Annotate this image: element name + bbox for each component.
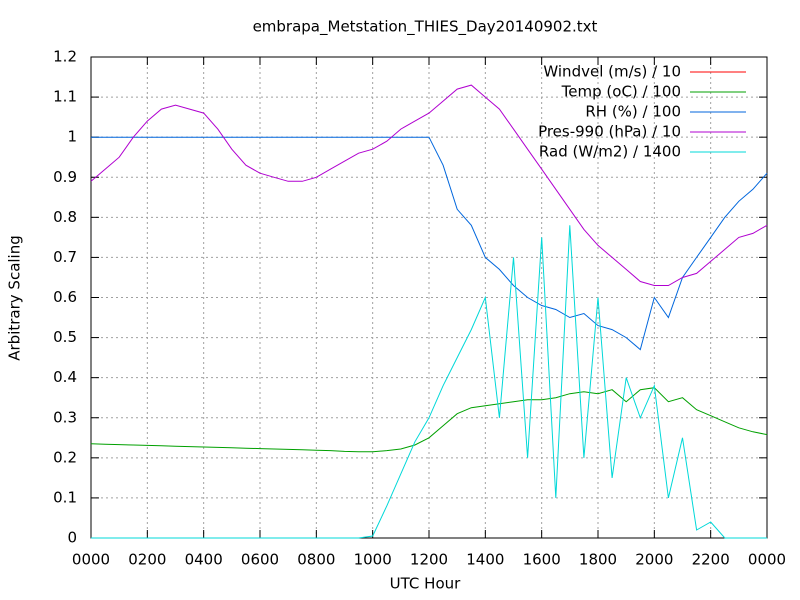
series-line (91, 225, 767, 539)
y-tick-label: 1 (67, 128, 77, 146)
x-tick-label: 2000 (635, 551, 673, 569)
x-axis-label: UTC Hour (390, 575, 461, 593)
y-tick-label: 1.2 (53, 48, 77, 66)
x-tick-label: 1800 (579, 551, 617, 569)
x-tick-label: 0600 (241, 551, 279, 569)
series-line (91, 136, 768, 351)
x-tick-label: 1000 (354, 551, 392, 569)
series-line (90, 84, 768, 286)
y-tick-label: 0 (67, 529, 77, 547)
x-tick-label: 1600 (523, 551, 561, 569)
y-tick-label: 0.8 (53, 208, 77, 226)
x-tick-label: 0000 (748, 551, 786, 569)
y-tick-label: 0.2 (53, 448, 77, 466)
chart-title: embrapa_Metstation_THIES_Day20140902.txt (253, 18, 598, 37)
legend-label: Temp (oC) / 100 (561, 83, 681, 101)
legend-label: Pres-990 (hPa) / 10 (538, 123, 681, 141)
y-tick-label: 0.6 (53, 288, 77, 306)
y-tick-label: 0.3 (53, 408, 77, 426)
y-tick-label: 1.1 (53, 88, 77, 106)
y-axis-label: Arbitrary Scaling (6, 235, 24, 361)
x-tick-label: 0400 (185, 551, 223, 569)
y-tick-label: 0.9 (53, 168, 77, 186)
x-tick-label: 0000 (72, 551, 110, 569)
y-tick-label: 0.4 (53, 368, 77, 386)
x-tick-label: 1400 (466, 551, 504, 569)
x-tick-label: 0200 (128, 551, 166, 569)
y-tick-label: 0.5 (53, 328, 77, 346)
legend-label: Rad (W/m2) / 1400 (539, 143, 681, 161)
x-tick-label: 1200 (410, 551, 448, 569)
plot-border (90, 56, 768, 539)
x-tick-label: 2200 (692, 551, 730, 569)
y-tick-label: 0.7 (53, 248, 77, 266)
x-tick-label: 0800 (297, 551, 335, 569)
legend-label: RH (%) / 100 (585, 103, 681, 121)
legend-label: Windvel (m/s) / 10 (543, 63, 681, 81)
y-tick-label: 0.1 (53, 488, 77, 506)
